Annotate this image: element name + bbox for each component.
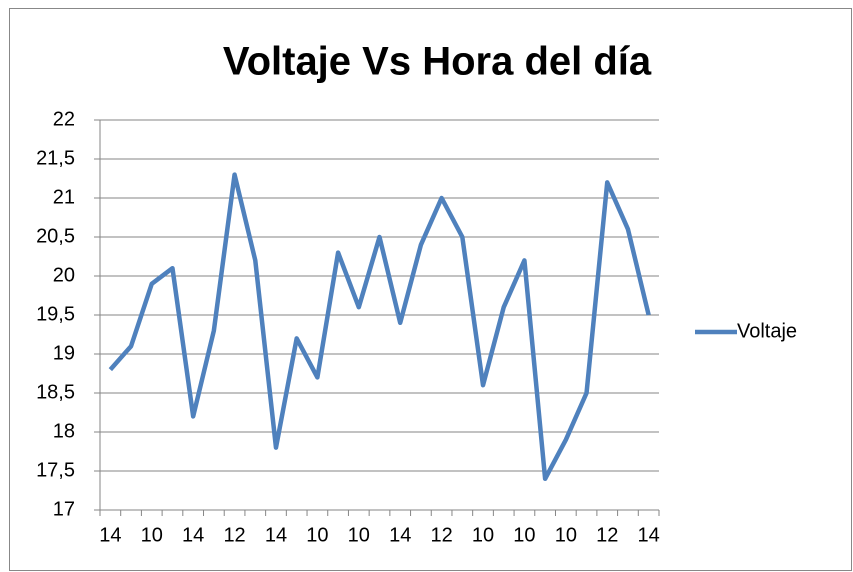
- chart-title: Voltaje Vs Hora del día: [223, 40, 652, 84]
- y-tick-label: 21: [53, 186, 75, 208]
- x-tick-label: 14: [638, 524, 660, 546]
- x-tick-label: 12: [596, 524, 618, 546]
- x-tick-label: 12: [430, 524, 452, 546]
- y-tick-label: 19,5: [36, 303, 75, 325]
- x-tick-label: 10: [306, 524, 328, 546]
- y-tick-label: 17,5: [36, 459, 75, 481]
- chart-border: [9, 8, 852, 571]
- y-tick-label: 19: [53, 342, 75, 364]
- y-tick-label: 18,5: [36, 381, 75, 403]
- y-tick-label: 20,5: [36, 225, 75, 247]
- x-tick-label: 10: [141, 524, 163, 546]
- legend-label: Voltaje: [737, 320, 797, 342]
- x-tick-label: 10: [472, 524, 494, 546]
- x-tick-label: 14: [99, 524, 121, 546]
- x-tick-label: 10: [513, 524, 535, 546]
- y-tick-label: 18: [53, 420, 75, 442]
- x-tick-label: 12: [223, 524, 245, 546]
- x-tick-label: 10: [348, 524, 370, 546]
- x-tick-label: 14: [389, 524, 411, 546]
- x-tick-label: 14: [265, 524, 287, 546]
- y-tick-label: 20: [53, 264, 75, 286]
- x-tick-label: 10: [555, 524, 577, 546]
- y-tick-label: 17: [53, 498, 75, 520]
- y-tick-label: 22: [53, 108, 75, 130]
- x-tick-label: 14: [182, 524, 204, 546]
- line-series: [108, 172, 651, 482]
- y-tick-label: 21,5: [36, 147, 75, 169]
